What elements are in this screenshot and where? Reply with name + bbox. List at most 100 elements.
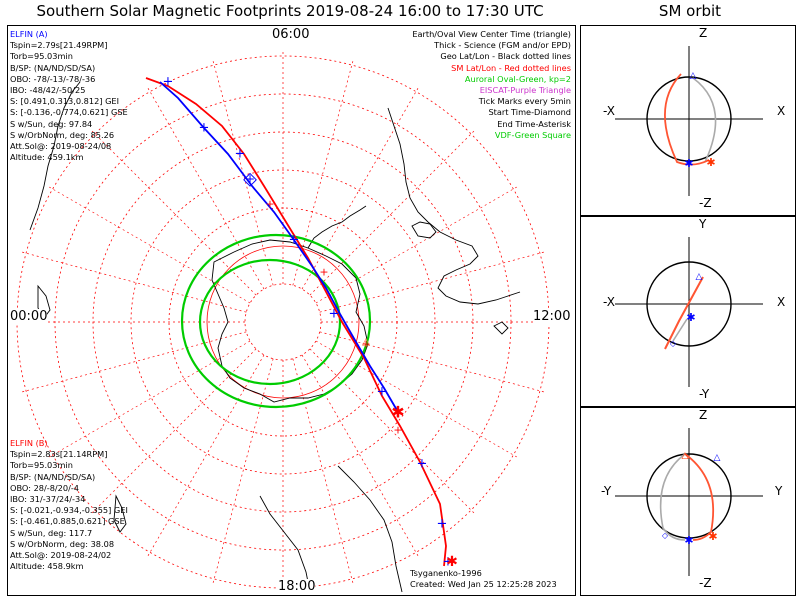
orbit-plot-xy: △ ✱ ◇ bbox=[615, 237, 763, 387]
legend-entry: Thick - Science (FGM and/or EPD) bbox=[434, 40, 571, 51]
track-tick-mark: + bbox=[393, 424, 402, 437]
africa-coastline bbox=[337, 465, 403, 593]
elfin-marker: ✱ bbox=[684, 534, 693, 547]
orbit-b-back bbox=[659, 453, 686, 541]
view-center-triangle: △ bbox=[362, 337, 370, 348]
track-tick-mark: + bbox=[417, 457, 428, 472]
elfin-a-track bbox=[159, 81, 399, 413]
elfin-marker: △ bbox=[714, 453, 721, 463]
orbit-b-front bbox=[664, 73, 710, 166]
axis-label-bottom: -Y bbox=[699, 387, 710, 401]
elfin-b-line: S w/Sun, deg: 117.7 bbox=[10, 527, 93, 538]
axis-label-right: X bbox=[777, 295, 786, 309]
elfin-b-line: Torb=95.03min bbox=[10, 460, 73, 471]
antarctic-peninsula-coastline bbox=[307, 205, 367, 249]
orbit-panel-xy: △ ✱ ◇ Y -Y -X X bbox=[580, 216, 796, 407]
elfin-marker: ◇ bbox=[662, 531, 669, 540]
elfin-a-line: S w/OrbNorm, deg: 85.26 bbox=[10, 129, 115, 140]
axis-label-left: -X bbox=[603, 104, 615, 118]
auroral-oval bbox=[180, 233, 372, 409]
elfin-b-info: ELFIN (B) Tspin=2.83s[21.14RPM] Torb=95.… bbox=[10, 438, 128, 572]
elfin-marker: ◇ bbox=[670, 339, 677, 348]
elfin-a-line: Att.Sol@: 2019-08-24/08 bbox=[10, 140, 112, 151]
sm-lat-ring bbox=[244, 283, 322, 361]
sm-lon-spoke bbox=[22, 331, 247, 393]
orbit-panel-xz: △ ✱ ✱ Z -Z -X X bbox=[580, 25, 796, 216]
clock-label-left: 00:00 bbox=[10, 309, 48, 324]
elfin-b-track bbox=[145, 77, 447, 567]
sm-lon-spoke bbox=[319, 331, 544, 393]
elfin-a-line: IBO: -48/42/-50/25 bbox=[10, 84, 86, 95]
axis-label-left: -Y bbox=[601, 484, 612, 498]
sm-lon-spoke bbox=[147, 87, 265, 290]
axis-label-right: X bbox=[777, 104, 786, 118]
track-tick-mark: + bbox=[443, 555, 454, 570]
axis-label-right: Y bbox=[775, 484, 783, 498]
elfin-a-line: S w/Sun, deg: 97.84 bbox=[10, 118, 93, 129]
sm-lon-spoke bbox=[212, 358, 274, 583]
australia-coastline bbox=[29, 81, 81, 231]
elfin-a-line: S: [-0.136,-0.774,0.621] GSE bbox=[10, 107, 128, 118]
elfin-marker: △ bbox=[696, 272, 703, 282]
elfin-b-line: Att.Sol@: 2019-08-24/02 bbox=[10, 549, 112, 560]
sm-lon-spoke bbox=[301, 354, 419, 557]
elfin-a-line: Tspin=2.79s[21.49RPM] bbox=[10, 40, 108, 51]
earth-circle bbox=[646, 453, 732, 539]
sm-lat-ring bbox=[130, 169, 436, 475]
sm-lon-spoke bbox=[48, 340, 251, 458]
legend-entry: Tick Marks every 5min bbox=[478, 96, 571, 107]
elfin-b-line: B/SP: (NA/ND/SD/SA) bbox=[10, 471, 96, 482]
track-tick-mark: + bbox=[377, 385, 388, 400]
footprint-map: +++++++++++++◇+✱✱△ bbox=[13, 52, 553, 593]
legend-entry: SM Lat/Lon - Red dotted lines bbox=[451, 62, 571, 73]
legend-entry: Geo Lat/Lon - Black dotted lines bbox=[440, 51, 571, 62]
page-title: Southern Solar Magnetic Footprints 2019-… bbox=[36, 2, 544, 20]
africa-coastline-west bbox=[259, 495, 311, 593]
start-time-diamond: ◇ bbox=[243, 169, 257, 190]
legend-entry: Auroral Oval-Green, kp=2 bbox=[464, 73, 571, 84]
elfin-b-line: Altitude: 458.9km bbox=[10, 561, 84, 572]
track-tick-mark: + bbox=[235, 147, 246, 162]
clock-label-bottom: 18:00 bbox=[278, 579, 316, 594]
sm-lon-spoke bbox=[315, 186, 518, 304]
orbit-b-back bbox=[692, 77, 717, 163]
track-tick-mark: + bbox=[319, 266, 328, 279]
elfin-b-line: S: [-0.461,0.885,0.621] GSE bbox=[10, 516, 125, 527]
elfin-marker: ✱ bbox=[686, 311, 695, 324]
elfin-marker: ✱ bbox=[708, 530, 717, 543]
map-legend: Earth/Oval View Center Time (triangle) T… bbox=[412, 29, 571, 141]
elfin-marker: △ bbox=[690, 71, 697, 81]
track-tick-mark: + bbox=[199, 121, 210, 136]
footprint-map-panel: + + + + + + + + + + + + + ◇ + ✱ ✱ △ 06:00 00:00 12:00 18:… bbox=[7, 25, 576, 596]
track-tick-mark: + bbox=[437, 517, 448, 532]
elfin-a-line: S: [0.491,0.313,0.812] GEI bbox=[10, 96, 120, 107]
axis-label-bottom: -Z bbox=[699, 576, 712, 590]
axis-label-top: Z bbox=[699, 26, 708, 40]
elfin-b-line: Tspin=2.83s[21.14RPM] bbox=[10, 449, 108, 460]
end-time-asterisk: ✱ bbox=[446, 554, 458, 570]
elfin-a-name: ELFIN (A) bbox=[10, 29, 48, 39]
track-tick-mark: + bbox=[265, 198, 274, 211]
sm-lat-ring bbox=[206, 245, 360, 399]
orbit-panel-yz: △ △ ✱ ✱ ◇ Z -Z -Y Y bbox=[580, 407, 796, 596]
falklands-coastline bbox=[493, 321, 509, 335]
sm-lon-spoke bbox=[22, 251, 247, 313]
start-time-diamond-cross: + bbox=[245, 172, 255, 186]
end-time-asterisk: ✱ bbox=[391, 403, 404, 422]
sm-orbit-title: SM orbit bbox=[658, 2, 722, 20]
sm-lon-spoke bbox=[91, 130, 257, 296]
orbit-b-back bbox=[672, 318, 688, 342]
credit-author: Tsyganenko-1996 bbox=[410, 568, 482, 578]
sm-lon-spoke bbox=[91, 348, 257, 514]
legend-entry: End Time-Asterisk bbox=[497, 118, 571, 129]
elfin-a-line: Altitude: 459.1km bbox=[10, 152, 84, 163]
sm-lon-spoke bbox=[48, 186, 251, 304]
legend-entry: EISCAT-Purple Triangle bbox=[479, 84, 571, 95]
legend-entry: Start Time-Diamond bbox=[488, 107, 571, 118]
orbit-b-front bbox=[664, 276, 704, 350]
sm-lon-spoke bbox=[147, 354, 265, 557]
elfin-a-line: OBO: -78/-13/-78/-36 bbox=[10, 73, 96, 84]
elfin-a-line: B/SP: (NA/ND/SD/SA) bbox=[10, 62, 96, 73]
legend-entry: VDF-Green Square bbox=[494, 129, 571, 140]
elfin-b-name: ELFIN (B) bbox=[10, 438, 48, 448]
